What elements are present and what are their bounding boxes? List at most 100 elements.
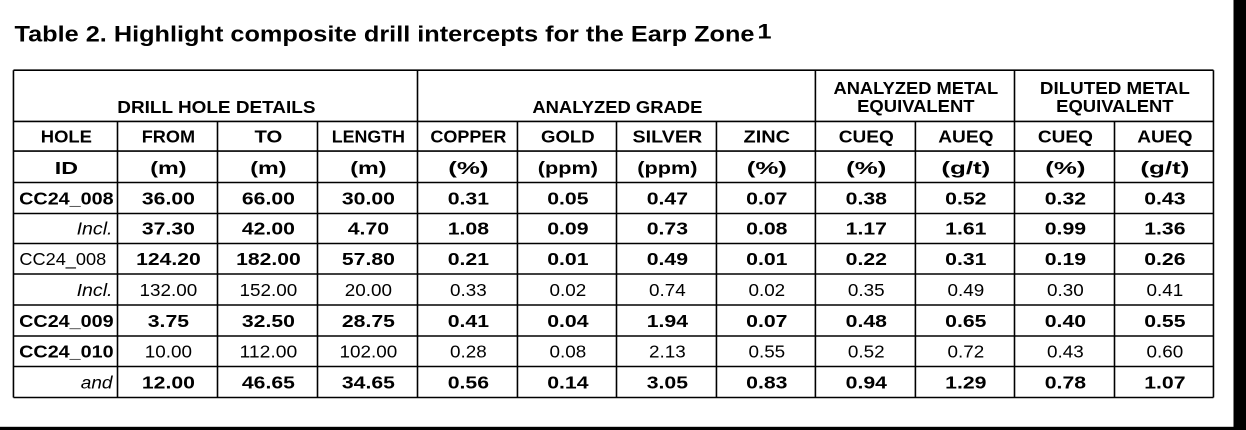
svg-text:0.48: 0.48 (846, 311, 888, 331)
svg-text:EQUIVALENT: EQUIVALENT (1056, 96, 1174, 116)
svg-text:0.78: 0.78 (1045, 372, 1087, 392)
svg-text:0.52: 0.52 (848, 342, 885, 362)
svg-text:0.07: 0.07 (746, 189, 787, 209)
svg-text:1.17: 1.17 (846, 219, 887, 239)
svg-text:0.05: 0.05 (547, 189, 589, 209)
svg-text:0.02: 0.02 (748, 280, 785, 300)
svg-text:1.29: 1.29 (945, 372, 987, 392)
svg-text:0.38: 0.38 (846, 189, 888, 209)
svg-text:152.00: 152.00 (240, 280, 298, 300)
svg-text:TO: TO (255, 127, 283, 147)
svg-text:DILUTED METAL: DILUTED METAL (1040, 78, 1190, 98)
svg-text:(%): (%) (448, 158, 488, 178)
svg-text:34.65: 34.65 (342, 372, 395, 392)
svg-text:0.60: 0.60 (1147, 342, 1184, 362)
svg-text:(%): (%) (747, 158, 787, 178)
svg-text:0.19: 0.19 (1045, 249, 1087, 269)
svg-text:Incl.: Incl. (77, 219, 113, 239)
svg-text:CC24_008: CC24_008 (19, 189, 114, 209)
svg-text:CC24_010: CC24_010 (19, 342, 114, 362)
svg-text:CC24_008: CC24_008 (19, 249, 106, 270)
svg-text:0.73: 0.73 (647, 219, 689, 239)
svg-text:0.28: 0.28 (450, 342, 487, 362)
svg-text:3.05: 3.05 (647, 372, 689, 392)
svg-text:AUEQ: AUEQ (1137, 127, 1192, 147)
svg-text:CUEQ: CUEQ (1038, 127, 1093, 147)
svg-text:1.94: 1.94 (647, 311, 689, 331)
svg-text:AUEQ: AUEQ (938, 127, 993, 147)
svg-text:0.30: 0.30 (1047, 280, 1084, 300)
svg-text:132.00: 132.00 (140, 280, 198, 300)
svg-text:(ppm): (ppm) (538, 158, 598, 178)
svg-text:0.94: 0.94 (846, 372, 888, 392)
svg-text:4.70: 4.70 (348, 219, 390, 239)
svg-text:112.00: 112.00 (240, 342, 298, 362)
svg-text:(m): (m) (350, 158, 386, 178)
svg-text:1.61: 1.61 (945, 219, 987, 239)
svg-text:0.65: 0.65 (945, 311, 987, 331)
svg-text:0.99: 0.99 (1045, 219, 1087, 239)
svg-text:32.50: 32.50 (242, 311, 295, 331)
svg-text:0.55: 0.55 (1144, 311, 1186, 331)
svg-text:57.80: 57.80 (342, 249, 395, 269)
svg-text:0.49: 0.49 (948, 280, 985, 300)
svg-text:LENGTH: LENGTH (332, 127, 405, 147)
svg-text:0.33: 0.33 (450, 280, 487, 300)
svg-text:1.08: 1.08 (448, 219, 490, 239)
svg-text:CUEQ: CUEQ (839, 127, 894, 147)
svg-text:(g/t): (g/t) (941, 158, 990, 178)
svg-text:0.40: 0.40 (1045, 311, 1087, 331)
svg-text:GOLD: GOLD (541, 127, 595, 147)
svg-text:0.07: 0.07 (746, 311, 787, 331)
svg-text:0.08: 0.08 (746, 219, 788, 239)
svg-text:0.74: 0.74 (649, 280, 686, 300)
svg-text:0.47: 0.47 (647, 189, 688, 209)
svg-text:42.00: 42.00 (242, 219, 295, 239)
svg-text:0.49: 0.49 (647, 249, 689, 269)
svg-text:0.31: 0.31 (448, 189, 490, 209)
svg-text:0.32: 0.32 (1045, 189, 1087, 209)
svg-text:0.01: 0.01 (547, 249, 589, 269)
svg-text:102.00: 102.00 (340, 342, 398, 362)
svg-text:Incl.: Incl. (77, 280, 113, 300)
svg-text:(ppm): (ppm) (637, 158, 697, 178)
svg-text:0.52: 0.52 (945, 189, 987, 209)
svg-text:0.01: 0.01 (746, 249, 788, 269)
svg-text:HOLE: HOLE (41, 127, 92, 147)
svg-text:DRILL HOLE DETAILS: DRILL HOLE DETAILS (117, 97, 315, 117)
svg-text:(%): (%) (846, 158, 886, 178)
svg-text:(m): (m) (250, 158, 286, 178)
svg-text:EQUIVALENT: EQUIVALENT (857, 96, 975, 116)
svg-text:ID: ID (55, 158, 78, 178)
svg-text:0.55: 0.55 (748, 342, 785, 362)
svg-text:0.43: 0.43 (1047, 342, 1084, 362)
svg-text:1.36: 1.36 (1144, 219, 1186, 239)
svg-text:12.00: 12.00 (142, 372, 195, 392)
svg-text:124.20: 124.20 (136, 249, 201, 269)
svg-text:1: 1 (757, 21, 772, 44)
svg-text:1.07: 1.07 (1144, 372, 1185, 392)
svg-text:SILVER: SILVER (633, 127, 703, 147)
svg-text:0.14: 0.14 (547, 372, 589, 392)
svg-text:0.35: 0.35 (848, 280, 885, 300)
svg-text:37.30: 37.30 (142, 219, 195, 239)
svg-text:0.41: 0.41 (1147, 280, 1184, 300)
svg-text:0.04: 0.04 (547, 311, 589, 331)
svg-text:0.83: 0.83 (746, 372, 788, 392)
svg-text:COPPER: COPPER (430, 127, 507, 147)
svg-text:0.26: 0.26 (1144, 249, 1186, 269)
svg-text:ANALYZED METAL: ANALYZED METAL (834, 78, 999, 98)
svg-text:0.41: 0.41 (448, 311, 490, 331)
svg-text:CC24_009: CC24_009 (19, 311, 114, 331)
svg-text:10.00: 10.00 (145, 342, 192, 362)
svg-text:30.00: 30.00 (342, 189, 395, 209)
svg-text:0.08: 0.08 (550, 342, 587, 362)
svg-text:(g/t): (g/t) (1140, 158, 1189, 178)
svg-text:Table 2. Highlight composite d: Table 2. Highlight composite drill inter… (15, 22, 755, 47)
svg-text:ANALYZED GRADE: ANALYZED GRADE (532, 97, 702, 117)
svg-text:0.31: 0.31 (945, 249, 987, 269)
svg-text:46.65: 46.65 (242, 372, 295, 392)
svg-text:0.56: 0.56 (448, 372, 490, 392)
svg-text:0.21: 0.21 (448, 249, 490, 269)
svg-text:66.00: 66.00 (242, 189, 295, 209)
